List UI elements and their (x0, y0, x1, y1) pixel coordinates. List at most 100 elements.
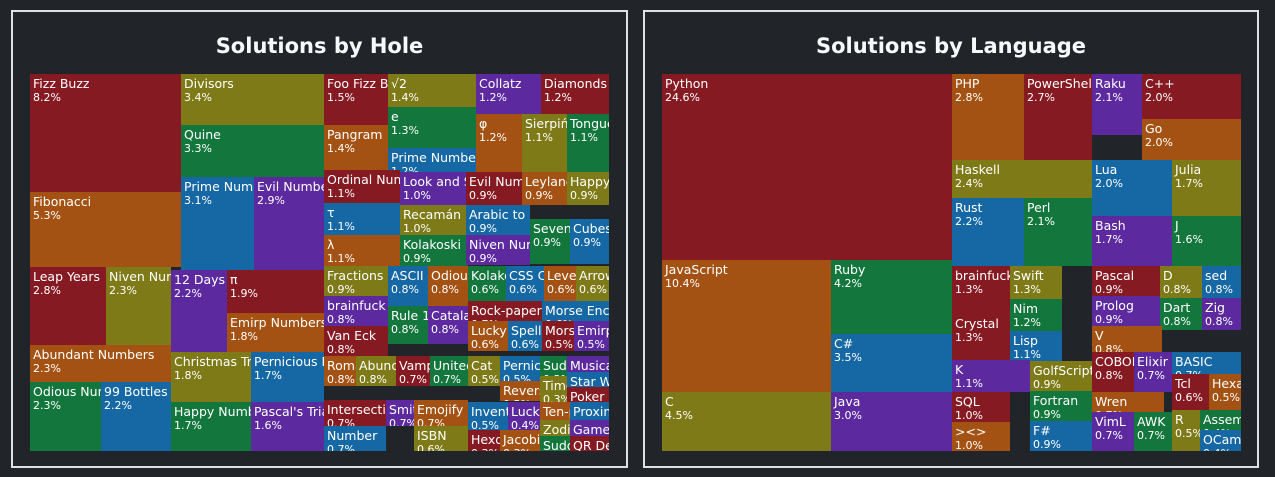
hole-tile[interactable]: Pernicious0.5% (500, 356, 540, 381)
hole-tile[interactable]: Poker0.3% (567, 387, 609, 402)
language-tile[interactable]: brainfuck 1.3% (952, 266, 1010, 314)
hole-tile[interactable]: Morse Encoder0.6% (542, 301, 609, 321)
hole-tile[interactable]: λ 1.1% (324, 235, 400, 266)
language-tile[interactable]: JavaScript 10.4% (662, 260, 831, 392)
hole-tile[interactable]: brainfuck 0.8% (324, 296, 388, 326)
language-tile[interactable]: C++ 2.0% (1142, 74, 1241, 119)
language-tile[interactable]: F# 0.9% (1030, 421, 1092, 451)
hole-tile[interactable]: Prime Numbers3.1% (181, 177, 254, 270)
language-tile[interactable]: R0.5% (1172, 410, 1200, 451)
language-tile[interactable]: C 4.5% (662, 392, 831, 451)
language-tile[interactable]: ><> 1.0% (952, 422, 1010, 451)
hole-tile[interactable]: Intersection0.7% (324, 400, 386, 426)
hole-tile[interactable]: Inventory0.5% (468, 402, 508, 430)
hole-tile[interactable]: Pascal's Triangle1.6% (251, 402, 324, 451)
language-tile[interactable]: K 1.1% (952, 360, 1030, 392)
hole-tile[interactable]: Fractions 0.9% (324, 266, 388, 296)
language-tile[interactable]: BASIC0.7% (1172, 352, 1241, 374)
hole-tile[interactable]: Foo Fizz Buzz1.5% (324, 74, 388, 125)
language-tile[interactable]: Bash 1.7% (1092, 216, 1172, 266)
hole-tile[interactable]: Game 0.3% (570, 420, 609, 436)
language-tile[interactable]: PowerShell 2.7% (1024, 74, 1092, 160)
hole-tile[interactable]: Ten-pin0.3% (540, 402, 570, 420)
hole-tile[interactable]: 99 Bottles 2.2% (101, 382, 171, 451)
language-tile[interactable]: D 0.8% (1160, 266, 1202, 298)
language-tile[interactable]: Rust 2.2% (952, 198, 1024, 266)
hole-tile[interactable]: Emojify 0.7% (414, 400, 468, 426)
hole-tile[interactable]: 12 Days 2.2% (171, 270, 227, 352)
language-tile[interactable]: AWK 0.7% (1134, 412, 1172, 451)
hole-tile[interactable]: Leap Years 2.8% (30, 267, 106, 345)
hole-tile[interactable]: Tongue-twisters1.1% (567, 114, 609, 172)
language-tile[interactable]: GolfScript 0.9% (1030, 361, 1092, 391)
language-tile[interactable]: Lua 2.0% (1092, 160, 1172, 216)
hole-tile[interactable]: Fizz Buzz 8.2% (30, 74, 181, 192)
language-tile[interactable]: COBOL0.8% (1092, 352, 1134, 392)
language-tile[interactable]: PHP 2.8% (952, 74, 1024, 160)
hole-tile[interactable]: φ 1.2% (476, 114, 522, 172)
language-tile[interactable]: C# 3.5% (831, 334, 952, 392)
language-tile[interactable]: Java 3.0% (831, 392, 952, 451)
hole-tile[interactable]: Vampire0.7% (396, 356, 430, 386)
hole-tile[interactable]: Catalan0.8% (428, 306, 468, 344)
hole-tile[interactable]: Collatz 1.2% (476, 74, 541, 114)
language-tile[interactable]: SQL 1.0% (952, 392, 1010, 422)
hole-tile[interactable]: Abundant Numbers 2.3% (30, 345, 171, 382)
hole-tile[interactable]: CSS Colors0.6% (506, 266, 544, 301)
hole-tile[interactable]: Musical0.3% (567, 356, 609, 372)
language-tile[interactable]: Wren0.7% (1092, 392, 1164, 412)
hole-tile[interactable]: Arrows0.6% (576, 266, 609, 301)
language-tile[interactable]: Elixir 0.7% (1134, 352, 1172, 392)
language-tile[interactable]: Fortran 0.9% (1030, 391, 1092, 421)
language-tile[interactable]: J 1.6% (1172, 216, 1241, 266)
hole-tile[interactable]: Diamonds 1.2% (541, 74, 609, 114)
hole-tile[interactable]: Quine 3.3% (181, 125, 324, 177)
language-tile[interactable]: Assembly0.4% (1200, 410, 1241, 430)
hole-tile[interactable]: Reverse0.5% (500, 381, 540, 401)
hole-tile[interactable]: Pangram 1.4% (324, 125, 388, 170)
language-tile[interactable]: Raku 2.1% (1092, 74, 1142, 135)
hole-tile[interactable]: Look and Say1.0% (400, 172, 468, 205)
hole-tile[interactable]: Levenshtein0.6% (544, 266, 576, 301)
language-tile[interactable]: sed 0.8% (1202, 266, 1241, 298)
hole-tile[interactable]: Emirp0.5% (574, 321, 609, 351)
language-tile[interactable]: Haskell 2.4% (952, 160, 1092, 198)
hole-tile[interactable]: Arabic to Roman0.9% (466, 205, 530, 236)
language-tile[interactable]: OCaml0.4% (1200, 430, 1241, 451)
language-tile[interactable]: Prolog 0.9% (1092, 296, 1160, 326)
hole-tile[interactable]: Odious0.8% (428, 266, 468, 306)
hole-tile[interactable]: Recamán 1.0% (400, 205, 468, 235)
hole-tile[interactable]: Rock-paper0.7% (468, 301, 542, 321)
language-tile[interactable]: Pascal 0.9% (1092, 266, 1160, 296)
language-tile[interactable]: Ruby 4.2% (831, 260, 952, 334)
hole-tile[interactable]: Abundant0.8% (356, 356, 396, 386)
hole-tile[interactable]: e 1.3% (388, 107, 476, 148)
hole-tile[interactable]: Christmas Trees1.8% (171, 352, 251, 402)
hole-tile[interactable]: √2 1.4% (388, 74, 476, 107)
hole-tile[interactable]: Smith0.7% (386, 400, 414, 426)
hole-tile[interactable]: Seven 0.9% (530, 219, 570, 264)
hole-tile[interactable]: Time0.3% (540, 376, 567, 402)
language-tile[interactable]: Zig 0.8% (1202, 298, 1241, 330)
hole-tile[interactable]: Sierpiński1.1% (522, 114, 567, 172)
language-tile[interactable]: Lisp 1.1% (1010, 331, 1062, 361)
language-tile[interactable]: VimL 0.7% (1092, 412, 1134, 451)
hole-tile[interactable]: Divisors 3.4% (181, 74, 324, 125)
hole-tile[interactable]: Niven Numbers0.9% (466, 235, 530, 265)
hole-tile[interactable]: Leyland0.9% (522, 172, 567, 205)
language-tile[interactable]: Crystal 1.3% (952, 314, 1010, 360)
hole-tile[interactable]: Sudoku0.3% (540, 356, 567, 376)
hole-tile[interactable]: Sudoku0.3% (540, 436, 570, 451)
hole-tile[interactable]: Number 0.7% (324, 426, 386, 451)
hole-tile[interactable]: Spelling0.6% (508, 321, 542, 351)
hole-tile[interactable]: Star Wars0.3% (567, 372, 609, 387)
hole-tile[interactable]: Cat 0.5% (468, 356, 500, 386)
hole-tile[interactable]: Roman0.8% (324, 356, 356, 386)
language-tile[interactable]: Python 24.6% (662, 74, 952, 260)
